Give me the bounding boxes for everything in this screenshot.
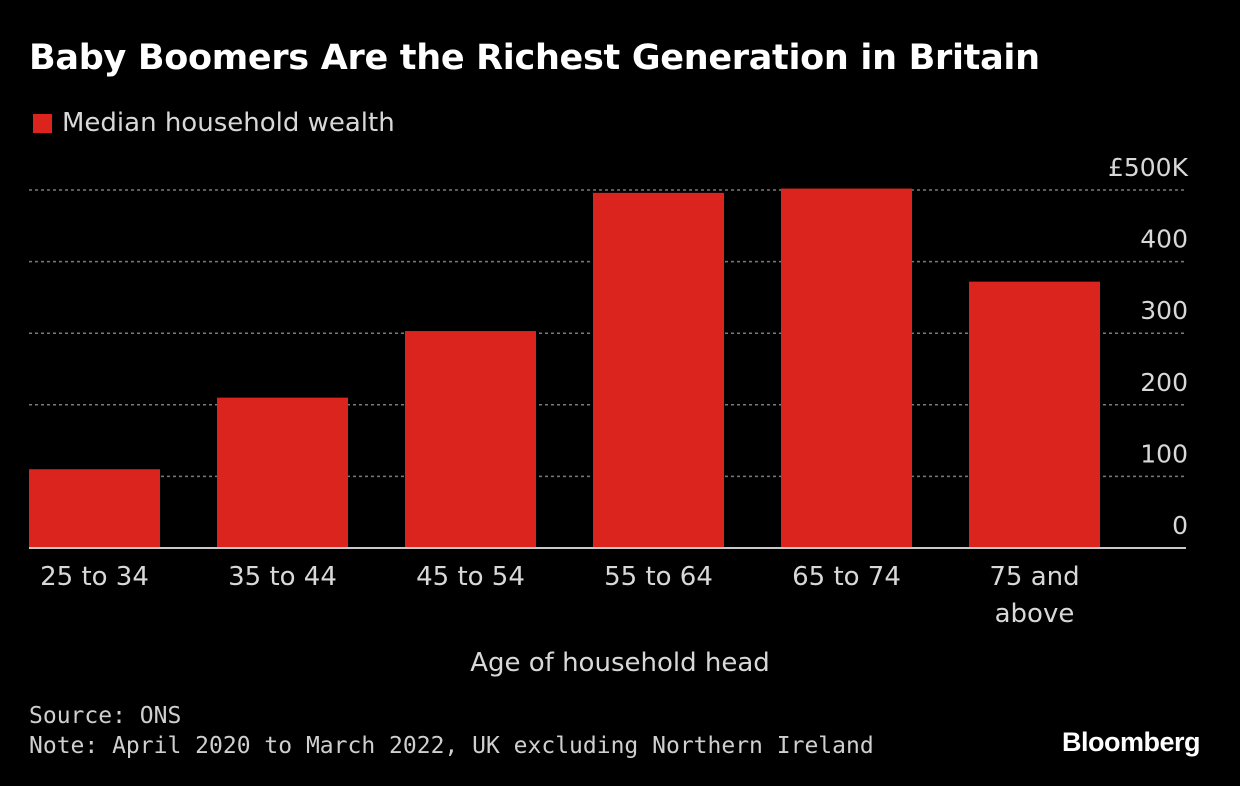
bar-55-to-64 (593, 192, 724, 548)
y-tick-label: 200 (1140, 368, 1188, 397)
bar-35-to-44 (217, 397, 348, 548)
legend: Median household wealth (33, 108, 395, 138)
bar-25-to-34 (29, 469, 160, 548)
x-axis-label: Age of household head (470, 648, 770, 678)
bloomberg-logo: Bloomberg (1061, 727, 1201, 757)
legend-swatch (33, 113, 52, 133)
y-tick-label: 300 (1140, 296, 1188, 325)
x-tick-label: 25 to 34 (40, 562, 149, 592)
x-tick-label: 65 to 74 (792, 562, 901, 592)
x-tick-label: 75 and (989, 562, 1079, 592)
source-note: Source: ONS (29, 703, 182, 729)
footnote: Note: April 2020 to March 2022, UK exclu… (29, 733, 874, 759)
bar-65-to-74 (781, 188, 912, 548)
y-tick-label: 400 (1140, 225, 1188, 254)
x-tick-label: above (995, 599, 1075, 629)
legend-label: Median household wealth (62, 108, 395, 138)
bar-75-and-above (969, 281, 1100, 548)
x-tick-label: 45 to 54 (416, 562, 525, 592)
y-tick-label: £500K (1108, 153, 1189, 182)
bar-45-to-54 (405, 331, 536, 548)
x-tick-label: 55 to 64 (604, 562, 713, 592)
y-tick-label: 100 (1140, 439, 1188, 468)
x-tick-label: 35 to 44 (228, 562, 337, 592)
chart-title: Baby Boomers Are the Richest Generation … (29, 38, 1040, 78)
y-tick-label: 0 (1172, 511, 1188, 540)
